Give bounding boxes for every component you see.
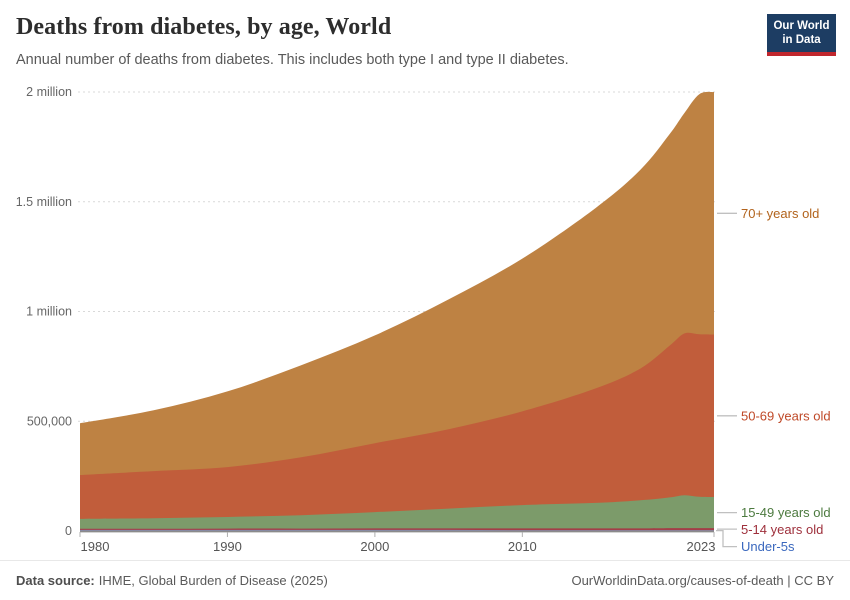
owid-logo-red-bar	[767, 52, 836, 56]
y-tick-label: 0	[65, 524, 72, 538]
owid-logo-line2: in Data	[782, 34, 821, 46]
x-tick-label: 1980	[81, 539, 110, 554]
legend-label-50-69-years-old[interactable]: 50-69 years old	[741, 408, 831, 423]
page-subtitle: Annual number of deaths from diabetes. T…	[16, 52, 569, 68]
legend-label-5-14-years-old[interactable]: 5-14 years old	[741, 522, 823, 537]
owid-logo-line1: Our World	[773, 19, 830, 32]
x-tick-label: 2023	[687, 539, 716, 554]
chart-footer: Data source: IHME, Global Burden of Disea…	[0, 560, 850, 600]
x-tick-label: 2010	[508, 539, 537, 554]
credit-link[interactable]: OurWorldinData.org/causes-of-death | CC …	[571, 573, 834, 588]
data-source-label: Data source:	[16, 573, 95, 588]
legend-label-70-years-old[interactable]: 70+ years old	[741, 206, 819, 221]
y-tick-label: 2 million	[26, 85, 72, 99]
data-source-text: IHME, Global Burden of Disease (2025)	[98, 573, 328, 588]
data-source: Data source: IHME, Global Burden of Disea…	[16, 573, 328, 588]
page-title: Deaths from diabetes, by age, World	[16, 14, 392, 40]
area-15-49-years-old[interactable]	[80, 495, 714, 531]
y-tick-label: 1.5 million	[16, 195, 72, 209]
owid-logo-box: Our World in Data	[767, 14, 836, 52]
legend-connector	[716, 529, 737, 548]
x-tick-label: 2000	[360, 539, 389, 554]
y-tick-label: 1 million	[26, 305, 72, 319]
y-tick-label: 500,000	[27, 414, 72, 428]
legend-label-under-5s[interactable]: Under-5s	[741, 539, 795, 554]
x-tick-label: 1990	[213, 539, 242, 554]
area-50-69-years-old[interactable]	[80, 332, 714, 531]
owid-logo[interactable]: Our World in Data	[767, 14, 836, 56]
legend-label-15-49-years-old[interactable]: 15-49 years old	[741, 505, 831, 520]
